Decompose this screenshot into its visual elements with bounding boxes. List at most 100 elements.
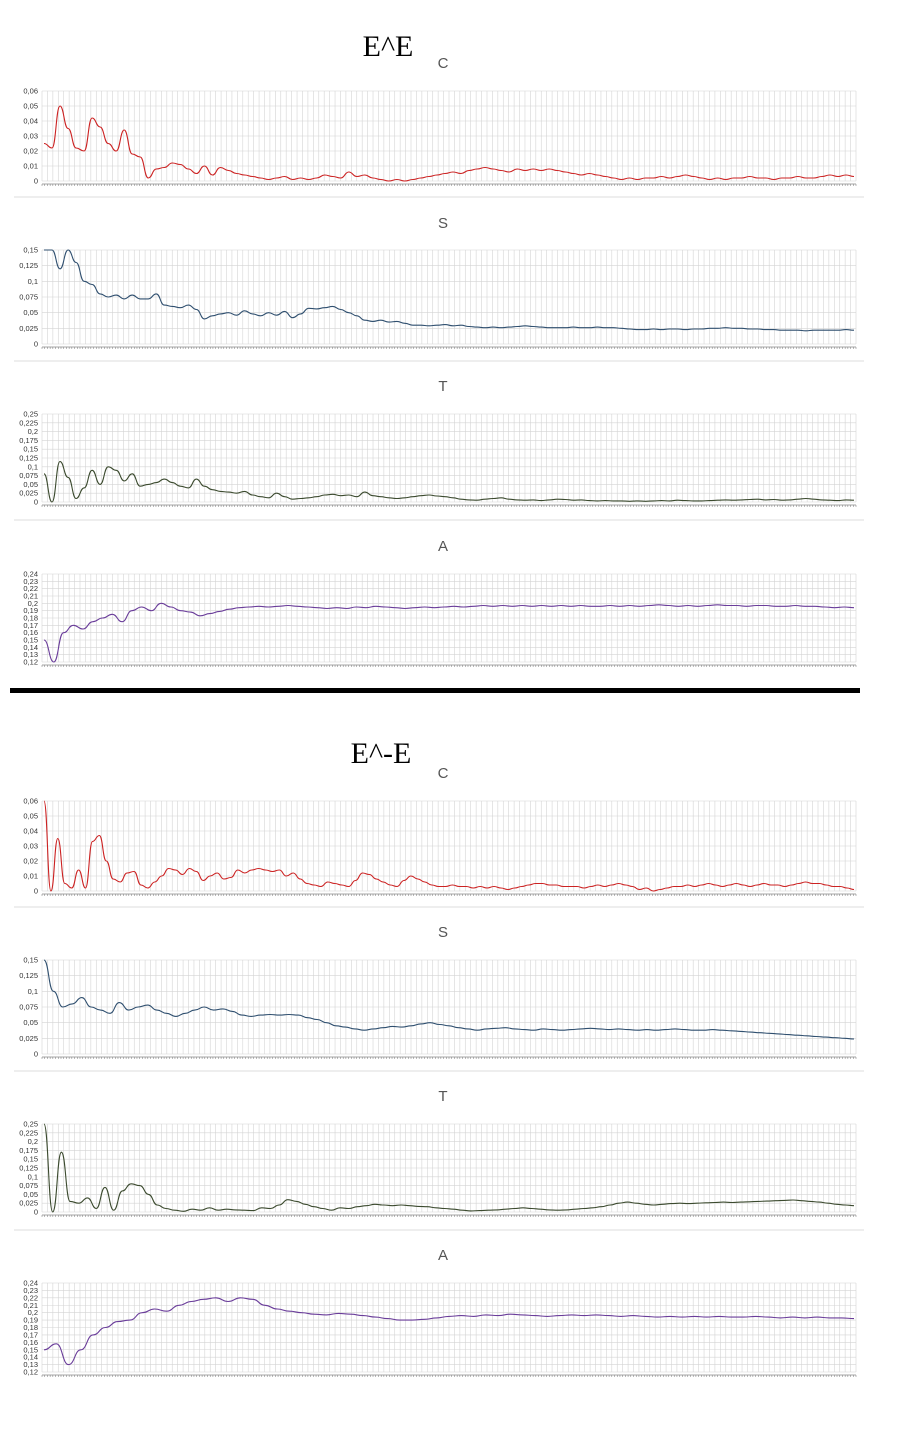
y-tick-label: 0,15 bbox=[23, 1155, 38, 1164]
series-line bbox=[43, 1123, 855, 1213]
y-tick-label: 0,175 bbox=[19, 436, 38, 445]
series-line bbox=[43, 800, 855, 892]
y-tick-label: 0,21 bbox=[23, 592, 38, 601]
y-tick-label: 0,03 bbox=[23, 132, 38, 141]
y-tick-label: 0,19 bbox=[23, 606, 38, 615]
y-tick-label: 0 bbox=[34, 1050, 38, 1059]
y-tick-label: 0 bbox=[34, 177, 38, 186]
y-tick-label: 0,04 bbox=[23, 827, 38, 836]
chart-title: C bbox=[438, 765, 449, 782]
y-tick-label: 0,25 bbox=[23, 1120, 38, 1129]
y-tick-label: 0,13 bbox=[23, 1360, 38, 1369]
y-tick-label: 0,19 bbox=[23, 1316, 38, 1325]
y-tick-label: 0,075 bbox=[19, 293, 38, 302]
chart-title: A bbox=[438, 538, 448, 555]
y-tick-label: 0,13 bbox=[23, 650, 38, 659]
y-tick-label: 0,16 bbox=[23, 628, 38, 637]
y-tick-label: 0,14 bbox=[23, 1353, 38, 1362]
y-tick-label: 0,15 bbox=[23, 246, 38, 255]
y-tick-label: 0 bbox=[34, 887, 38, 896]
y-tick-label: 0,1 bbox=[28, 1172, 38, 1181]
y-tick-label: 0,025 bbox=[19, 1034, 38, 1043]
y-tick-label: 0,05 bbox=[23, 1190, 38, 1199]
y-tick-label: 0,1 bbox=[28, 462, 38, 471]
chart-title: T bbox=[438, 378, 447, 395]
y-tick-label: 0,025 bbox=[19, 324, 38, 333]
chart-a: A 0,120,130,140,150,160,170,180,190,20,21… bbox=[23, 1247, 857, 1377]
y-tick-label: 0,15 bbox=[23, 956, 38, 965]
series-line bbox=[43, 1297, 855, 1366]
y-tick-label: 0,18 bbox=[23, 614, 38, 623]
y-tick-label: 0,2 bbox=[28, 1137, 38, 1146]
y-tick-label: 0,02 bbox=[23, 147, 38, 156]
y-tick-label: 0,2 bbox=[28, 427, 38, 436]
chart-title: T bbox=[438, 1088, 447, 1105]
chart-title: S bbox=[438, 215, 448, 232]
y-tick-label: 0 bbox=[34, 340, 38, 349]
section-title: E^E bbox=[363, 30, 414, 63]
y-tick-label: 0 bbox=[34, 498, 38, 507]
y-tick-label: 0,075 bbox=[19, 1181, 38, 1190]
y-tick-label: 0,23 bbox=[23, 1286, 38, 1295]
chart-t: T 00,0250,050,0750,10,1250,150,1750,20,22… bbox=[14, 1088, 864, 1231]
y-tick-label: 0,01 bbox=[23, 872, 38, 881]
series-line bbox=[43, 602, 855, 663]
y-tick-label: 0,15 bbox=[23, 1345, 38, 1354]
y-tick-label: 0,05 bbox=[23, 102, 38, 111]
y-tick-label: 0,175 bbox=[19, 1146, 38, 1155]
y-tick-label: 0,2 bbox=[28, 599, 38, 608]
y-tick-label: 0,22 bbox=[23, 1293, 38, 1302]
y-tick-label: 0,075 bbox=[19, 471, 38, 480]
y-tick-label: 0,225 bbox=[19, 1128, 38, 1137]
y-tick-label: 0,225 bbox=[19, 418, 38, 427]
series-line bbox=[43, 460, 855, 503]
y-tick-label: 0,02 bbox=[23, 857, 38, 866]
y-tick-label: 0,17 bbox=[23, 621, 38, 630]
chart-t: T 00,0250,050,0750,10,1250,150,1750,20,22… bbox=[14, 378, 864, 521]
series-line bbox=[43, 959, 855, 1040]
section-title: E^-E bbox=[351, 737, 412, 770]
y-tick-label: 0,12 bbox=[23, 1368, 38, 1377]
y-tick-label: 0,125 bbox=[19, 971, 38, 980]
y-tick-label: 0,025 bbox=[19, 1199, 38, 1208]
y-tick-label: 0,24 bbox=[23, 1279, 38, 1288]
y-tick-label: 0,06 bbox=[23, 87, 38, 96]
y-tick-label: 0,22 bbox=[23, 584, 38, 593]
y-tick-label: 0,05 bbox=[23, 480, 38, 489]
chart-c: C 0 0,01 0,02 0,03 0,04 0,05 0,06 bbox=[14, 765, 864, 908]
y-tick-label: 0,125 bbox=[19, 454, 38, 463]
y-tick-label: 0,18 bbox=[23, 1323, 38, 1332]
y-tick-label: 0,125 bbox=[19, 1164, 38, 1173]
series-line bbox=[43, 105, 855, 182]
y-tick-label: 0,075 bbox=[19, 1003, 38, 1012]
chart-title: A bbox=[438, 1247, 448, 1264]
y-tick-label: 0,05 bbox=[23, 812, 38, 821]
y-tick-label: 0,04 bbox=[23, 117, 38, 126]
chart-s: S 0 0,025 0,05 0,075 0,1 0,125 0,15 bbox=[14, 215, 864, 362]
y-tick-label: 0,01 bbox=[23, 162, 38, 171]
y-tick-label: 0,2 bbox=[28, 1308, 38, 1317]
y-tick-label: 0,15 bbox=[23, 445, 38, 454]
y-tick-label: 0,03 bbox=[23, 842, 38, 851]
y-tick-label: 0,1 bbox=[28, 987, 38, 996]
y-tick-label: 0,025 bbox=[19, 489, 38, 498]
y-tick-label: 0,14 bbox=[23, 643, 38, 652]
y-tick-label: 0,12 bbox=[23, 658, 38, 667]
y-tick-label: 0,23 bbox=[23, 577, 38, 586]
y-tick-label: 0,15 bbox=[23, 636, 38, 645]
chart-a: A 0,120,130,140,150,160,170,180,190,20,21… bbox=[23, 538, 857, 667]
y-tick-label: 0,25 bbox=[23, 410, 38, 419]
chart-title: C bbox=[438, 55, 449, 72]
y-tick-label: 0,21 bbox=[23, 1301, 38, 1310]
chart-s: S 0 0,025 0,05 0,075 0,1 0,125 0,15 bbox=[14, 924, 864, 1072]
y-tick-label: 0,1 bbox=[28, 277, 38, 286]
chart-title: S bbox=[438, 924, 448, 941]
y-tick-label: 0,24 bbox=[23, 570, 38, 579]
chart-c: C 0 0,01 0,02 0,03 0,04 0,05 0,06 bbox=[14, 55, 864, 198]
y-tick-label: 0,05 bbox=[23, 1018, 38, 1027]
y-tick-label: 0,16 bbox=[23, 1338, 38, 1347]
y-tick-label: 0 bbox=[34, 1208, 38, 1217]
y-tick-label: 0,17 bbox=[23, 1330, 38, 1339]
y-tick-label: 0,125 bbox=[19, 261, 38, 270]
